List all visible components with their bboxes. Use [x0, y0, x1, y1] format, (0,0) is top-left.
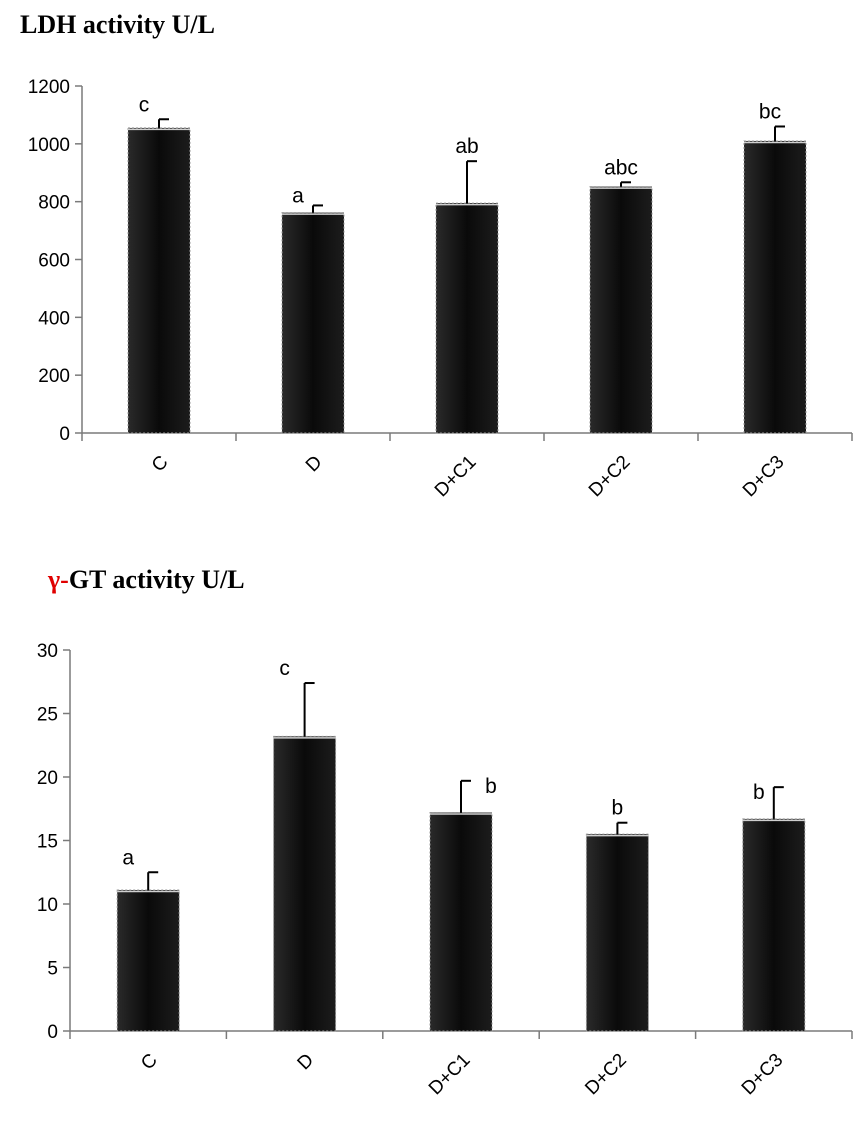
- bar: [116, 889, 180, 1032]
- y-tick-label: 0: [47, 1022, 58, 1043]
- ggt-bar-chart: 0 5 10 15 20 25 30 a Cc Db D+C1 b D+C2 b D+C3: [37, 641, 853, 1100]
- significance-label: b: [753, 781, 765, 804]
- y-tick-label: 600: [38, 251, 70, 272]
- y-tick-label: 0: [59, 424, 70, 445]
- bar: [273, 735, 337, 1032]
- y-tick-label: 1200: [28, 77, 70, 98]
- ldh-bar-chart: 0 200 400 600 800 1000 1200 c Ca Dab D+C1 abc D+C2 bc…: [28, 77, 853, 502]
- bar: [435, 202, 499, 434]
- x-tick-label: C: [148, 452, 173, 477]
- significance-label: ab: [455, 135, 478, 158]
- bar: [281, 212, 345, 434]
- significance-label: b: [612, 797, 624, 820]
- y-tick-label: 800: [38, 193, 70, 214]
- y-tick-label: 10: [37, 895, 58, 916]
- y-tick-label: 30: [37, 641, 58, 662]
- bar: [743, 140, 807, 434]
- bar: [127, 127, 191, 434]
- significance-label: c: [279, 657, 290, 680]
- x-tick-label: C: [137, 1050, 162, 1075]
- x-tick-label: D+C1: [425, 1050, 475, 1100]
- bar: [742, 818, 806, 1032]
- significance-label: c: [139, 93, 150, 116]
- x-tick-label: D: [302, 452, 327, 477]
- bar: [429, 812, 493, 1032]
- significance-label: a: [122, 846, 134, 869]
- chart-2-title-text: GT activity U/L: [68, 565, 245, 594]
- chart-2-title: γ-GT activity U/L: [48, 565, 245, 595]
- significance-label: bc: [759, 100, 781, 123]
- y-tick-label: 15: [37, 832, 58, 853]
- chart-2-title-prefix: γ-: [48, 565, 69, 594]
- chart-1-title: LDH activity U/L: [20, 10, 215, 39]
- significance-label: abc: [604, 156, 638, 179]
- significance-label: b: [485, 775, 497, 798]
- y-tick-label: 5: [47, 959, 58, 980]
- x-tick-label: D: [294, 1050, 319, 1075]
- y-tick-label: 20: [37, 768, 58, 789]
- x-tick-label: D+C2: [581, 1050, 631, 1100]
- y-tick-label: 25: [37, 705, 58, 726]
- y-tick-label: 400: [38, 308, 70, 329]
- significance-label: a: [292, 185, 304, 208]
- bar: [589, 186, 653, 434]
- x-tick-label: D+C3: [738, 1050, 788, 1100]
- y-tick-label: 200: [38, 366, 70, 387]
- bar: [585, 833, 649, 1032]
- y-tick-label: 1000: [28, 135, 70, 156]
- x-tick-label: D+C2: [585, 452, 635, 502]
- x-tick-label: D+C3: [739, 452, 789, 502]
- x-tick-label: D+C1: [431, 452, 481, 502]
